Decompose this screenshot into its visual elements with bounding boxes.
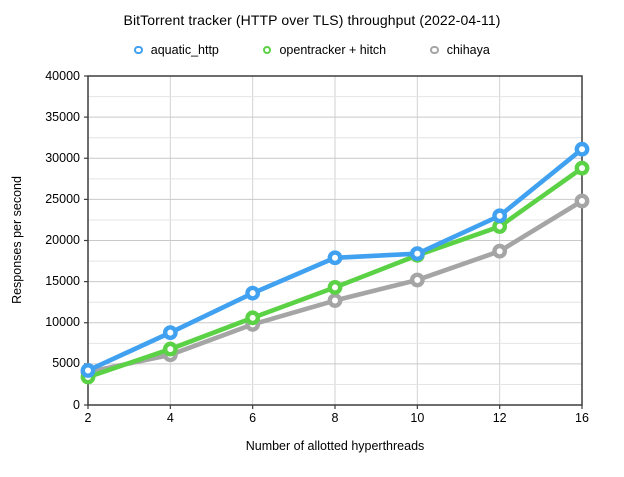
x-tick-label: 4 [166,411,174,425]
x-tick-label: 2 [84,411,92,425]
x-tick-label: 12 [492,411,507,425]
y-tick-label: 20000 [45,233,80,247]
series-marker-chihaya [409,272,425,288]
x-tick-label: 8 [331,411,339,425]
series-marker-opentracker + hitch [245,310,261,326]
y-tick-label: 10000 [45,315,80,330]
series-marker-aquatic_http [574,141,590,157]
series-marker-aquatic_http [245,285,261,301]
x-tick-label: 10 [410,411,425,425]
y-axis-title: Responses per second [10,176,24,304]
series-marker-opentracker + hitch [327,279,343,295]
x-tick-label: 6 [249,411,257,425]
legend-label: aquatic_http [150,43,219,57]
y-tick-label: 30000 [45,150,80,165]
series-marker-opentracker + hitch [162,341,178,357]
x-tick-label: 16 [575,411,589,425]
series-marker-aquatic_http [80,363,96,378]
legend-marker-icon [262,45,272,55]
y-tick-label: 15000 [45,274,80,289]
y-tick-label: 35000 [45,109,80,124]
legend-label: chihaya [446,43,490,57]
y-tick-label: 40000 [45,68,80,83]
legend-marker-icon [134,45,143,55]
legend-marker-icon [430,45,439,55]
series-marker-aquatic_http [492,208,508,224]
legend: aquatic_http opentracker + hitch chihaya [0,42,624,58]
series-marker-aquatic_http [409,246,425,262]
series-marker-chihaya [574,193,590,209]
series-marker-chihaya [492,243,508,259]
series-marker-aquatic_http [162,325,178,341]
chart-title: BitTorrent tracker (HTTP over TLS) throu… [123,12,501,28]
series-marker-opentracker + hitch [574,160,590,176]
series-marker-chihaya [327,293,343,308]
legend-label: opentracker + hitch [279,43,387,57]
x-axis-title: Number of allotted hyperthreads [245,439,425,453]
series-marker-aquatic_http [327,250,343,266]
y-tick-label: 5000 [52,356,80,371]
legend-item: chihaya [430,43,490,57]
legend-item: opentracker + hitch [262,43,387,57]
y-tick-label: 0 [73,397,80,412]
y-tick-label: 25000 [45,191,80,206]
legend-item: aquatic_http [134,43,219,57]
